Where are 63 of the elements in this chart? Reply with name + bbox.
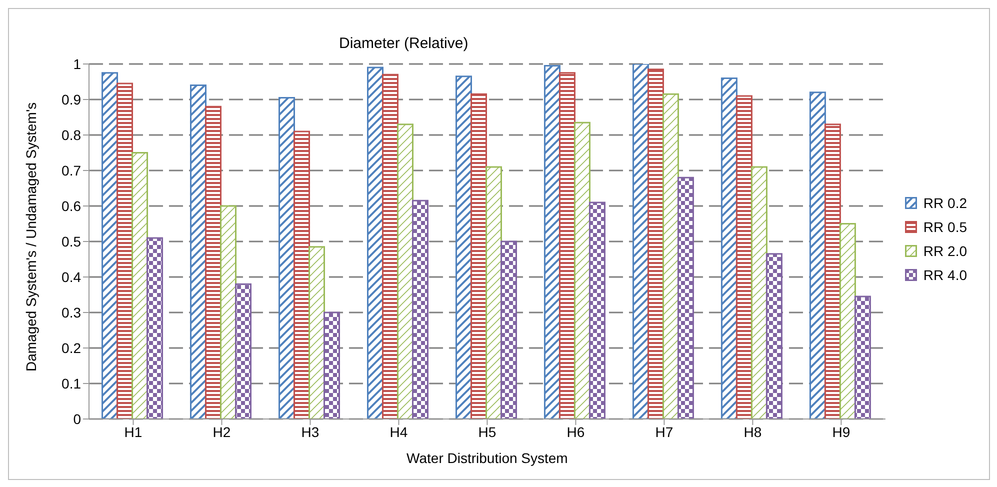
bar [190,84,207,419]
bar [308,246,326,419]
bar [839,223,856,419]
bar [558,72,576,419]
y-tick-label: 0.3 [62,304,82,320]
x-tick-label: H9 [832,424,850,440]
y-tick-label: 0 [73,410,82,427]
bar [146,237,164,419]
bar [588,202,606,419]
bar [102,72,118,419]
bar [116,82,134,419]
x-axis-title: Water Distribution System [406,450,568,466]
y-tick-label: 0.5 [62,233,82,250]
bar [324,312,340,419]
bar [824,124,841,419]
x-tick-label: H6 [566,424,585,440]
legend-label: RR 0.5 [923,219,967,235]
bar [632,64,649,419]
y-tick-label: 0.6 [62,198,82,214]
y-tick-label: 0.2 [62,340,82,356]
bar [574,122,590,419]
bar [205,106,222,419]
y-tick-label: 1 [73,56,82,72]
bar [677,176,694,419]
bar [500,240,517,419]
legend-label: RR 2.0 [923,243,967,259]
x-tick-label: H1 [124,424,142,440]
legend-label: RR 4.0 [923,267,967,283]
bar [544,65,560,419]
bar [412,200,428,419]
x-tick-label: H4 [390,424,408,440]
bar [294,130,310,419]
bar [854,296,871,419]
x-tick-label: H5 [478,424,496,440]
bar [809,92,826,419]
x-tick-label: H3 [301,424,320,440]
bar [647,68,664,419]
bar [470,93,487,419]
y-axis-title: Damaged System's / Undamaged System's [22,102,39,372]
bar [397,124,414,419]
y-tick-label: 0.9 [62,91,82,108]
bar [220,205,237,419]
bar [485,166,502,419]
x-tick-label: H7 [655,424,674,440]
bar [278,96,296,419]
y-tick-label: 0.7 [62,162,82,178]
bar [750,166,768,419]
bar [367,66,384,419]
bar [455,76,472,419]
bar [235,283,252,419]
y-tick-label: 0.4 [62,268,82,285]
legend-label: RR 0.2 [923,195,967,211]
bar [736,95,752,419]
bar [766,253,782,419]
bar [720,77,738,419]
bar [662,93,679,419]
y-tick-label: 0.8 [62,126,82,143]
chart-title: Diameter (Relative) [339,35,468,52]
bar [132,152,148,419]
bar [382,74,398,419]
x-tick-label: H2 [212,424,231,440]
x-tick-label: H8 [744,424,762,440]
y-tick-label: 0.1 [62,375,82,392]
